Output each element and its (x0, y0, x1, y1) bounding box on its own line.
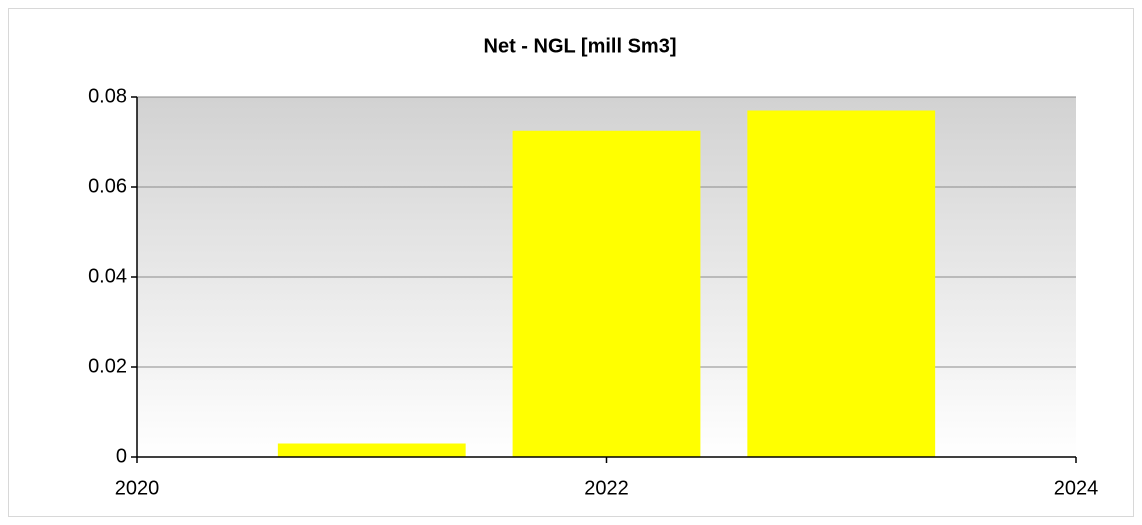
y-tick-label: 0.06 (88, 175, 127, 197)
x-tick-label: 2022 (584, 477, 629, 499)
bar (747, 110, 936, 457)
bar (512, 130, 701, 457)
y-tick-label: 0.04 (88, 265, 127, 287)
x-tick-label: 2020 (115, 477, 160, 499)
y-tick-label: 0.02 (88, 355, 127, 377)
y-tick-label: 0.08 (88, 85, 127, 107)
y-tick-label: 0 (116, 445, 127, 467)
chart-title: Net - NGL [mill Sm3] (484, 35, 677, 57)
x-tick-label: 2024 (1054, 477, 1099, 499)
bar (277, 443, 466, 457)
